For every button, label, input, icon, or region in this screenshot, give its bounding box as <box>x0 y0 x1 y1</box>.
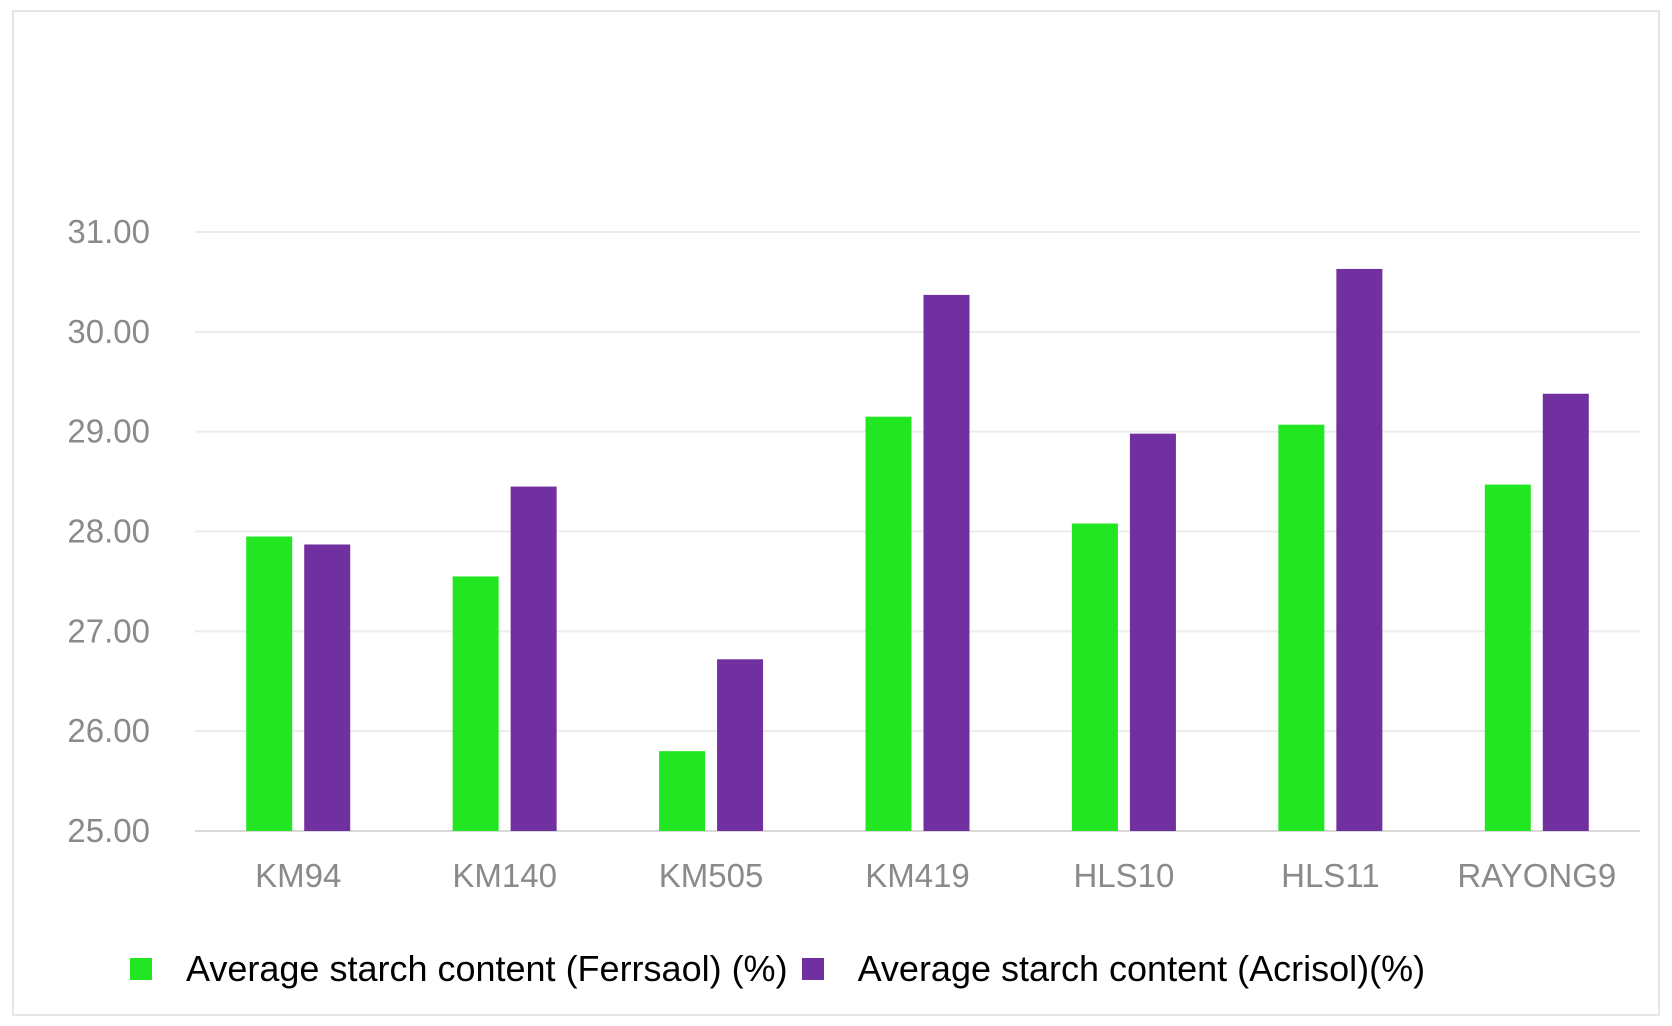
x-tick-label: KM94 <box>255 857 341 894</box>
bar-rayong9-series-1 <box>1542 393 1589 831</box>
bar-km94-series-0 <box>246 536 293 831</box>
legend-label-acrisol: Average starch content (Acrisol)(%) <box>857 948 1426 989</box>
x-tick-label: RAYONG9 <box>1457 857 1616 894</box>
chart-frame <box>12 10 1660 1016</box>
legend-item-ferrsaol: Average starch content (Ferrsaol) (%) <box>130 948 788 990</box>
legend-swatch-ferrsaol <box>130 958 152 980</box>
bar-km419-series-0 <box>865 416 912 831</box>
x-tick-label: HLS11 <box>1281 857 1379 894</box>
bar-km419-series-1 <box>923 294 970 831</box>
bars <box>246 268 1589 831</box>
y-axis-ticks: 25.00 26.00 27.00 28.00 29.00 30.00 31.00 <box>67 213 150 849</box>
x-tick-label: KM505 <box>659 857 764 894</box>
x-axis-ticks: KM94 KM140 KM505 KM419 HLS10 HLS11 RAYONG9 <box>255 857 1616 894</box>
y-tick-label: 31.00 <box>67 213 150 250</box>
y-tick-label: 26.00 <box>67 712 150 749</box>
bar-km140-series-1 <box>510 486 557 831</box>
gridlines <box>195 231 1640 832</box>
y-tick-label: 29.00 <box>67 413 150 450</box>
x-tick-label: KM419 <box>865 857 970 894</box>
bar-km505-series-0 <box>659 751 706 831</box>
x-tick-label: HLS10 <box>1073 857 1174 894</box>
bar-hls11-series-0 <box>1278 424 1325 831</box>
bar-km140-series-0 <box>452 576 499 831</box>
legend-swatch-acrisol <box>801 958 824 980</box>
bar-hls10-series-0 <box>1071 523 1118 831</box>
bar-rayong9-series-0 <box>1484 484 1531 831</box>
y-tick-label: 30.00 <box>67 313 150 350</box>
bar-km505-series-1 <box>717 659 764 831</box>
bar-hls10-series-1 <box>1129 433 1176 831</box>
legend: Average starch content (Ferrsaol) (%) Av… <box>130 944 1425 994</box>
y-tick-label: 27.00 <box>67 612 150 649</box>
x-tick-label: KM140 <box>452 857 557 894</box>
bar-hls11-series-1 <box>1336 268 1383 831</box>
y-tick-label: 28.00 <box>67 513 150 550</box>
bar-km94-series-1 <box>304 544 351 831</box>
legend-item-acrisol: Average starch content (Acrisol)(%) <box>801 948 1426 990</box>
legend-label-ferrsaol: Average starch content (Ferrsaol) (%) <box>186 948 788 989</box>
y-tick-label: 25.00 <box>67 812 150 849</box>
